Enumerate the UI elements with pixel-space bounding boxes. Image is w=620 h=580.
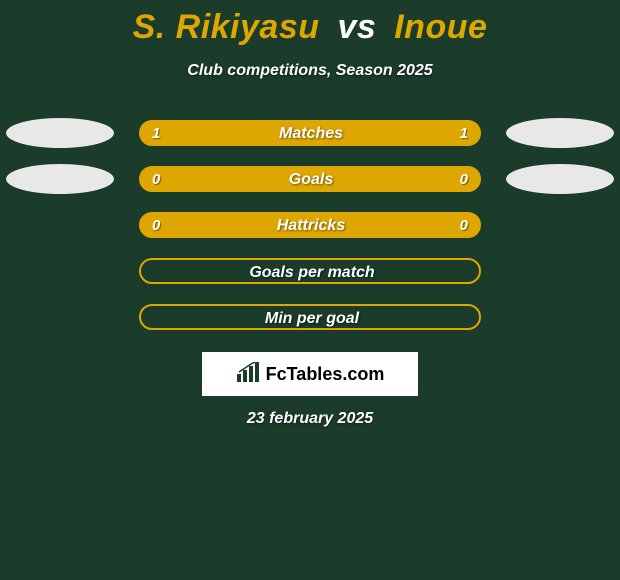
comparison-infographic: S. Rikiyasu vs Inoue Club competitions, … (0, 0, 620, 580)
stat-label: Goals (140, 167, 482, 193)
stat-label: Matches (140, 121, 482, 147)
stat-label: Min per goal (141, 306, 483, 332)
stat-rows: 1Matches10Goals00Hattricks0Goals per mat… (0, 118, 620, 348)
logo-box: FcTables.com (202, 352, 418, 396)
subtitle: Club competitions, Season 2025 (0, 62, 620, 80)
stat-pill: 1Matches1 (139, 120, 481, 146)
logo-text: FcTables.com (266, 364, 385, 385)
stat-row: Goals per match (0, 256, 620, 302)
stat-right-value: 0 (460, 167, 468, 193)
vs-label: vs (337, 8, 376, 46)
player1-badge-oval (6, 118, 114, 148)
stat-row: 0Hattricks0 (0, 210, 620, 256)
stat-row: Min per goal (0, 302, 620, 348)
stat-pill: Goals per match (139, 258, 481, 284)
bar-chart-icon (236, 362, 260, 387)
stat-label: Hattricks (140, 213, 482, 239)
stat-label: Goals per match (141, 260, 483, 286)
stat-row: 1Matches1 (0, 118, 620, 164)
stat-row: 0Goals0 (0, 164, 620, 210)
stat-right-value: 0 (460, 213, 468, 239)
player2-badge-oval (506, 118, 614, 148)
player2-badge-oval (506, 164, 614, 194)
page-title: S. Rikiyasu vs Inoue (0, 8, 620, 47)
player1-badge-oval (6, 164, 114, 194)
date-label: 23 february 2025 (0, 410, 620, 428)
player2-name: Inoue (394, 8, 487, 46)
stat-pill: 0Hattricks0 (139, 212, 481, 238)
player1-name: S. Rikiyasu (133, 8, 320, 46)
stat-pill: Min per goal (139, 304, 481, 330)
stat-right-value: 1 (460, 121, 468, 147)
stat-pill: 0Goals0 (139, 166, 481, 192)
